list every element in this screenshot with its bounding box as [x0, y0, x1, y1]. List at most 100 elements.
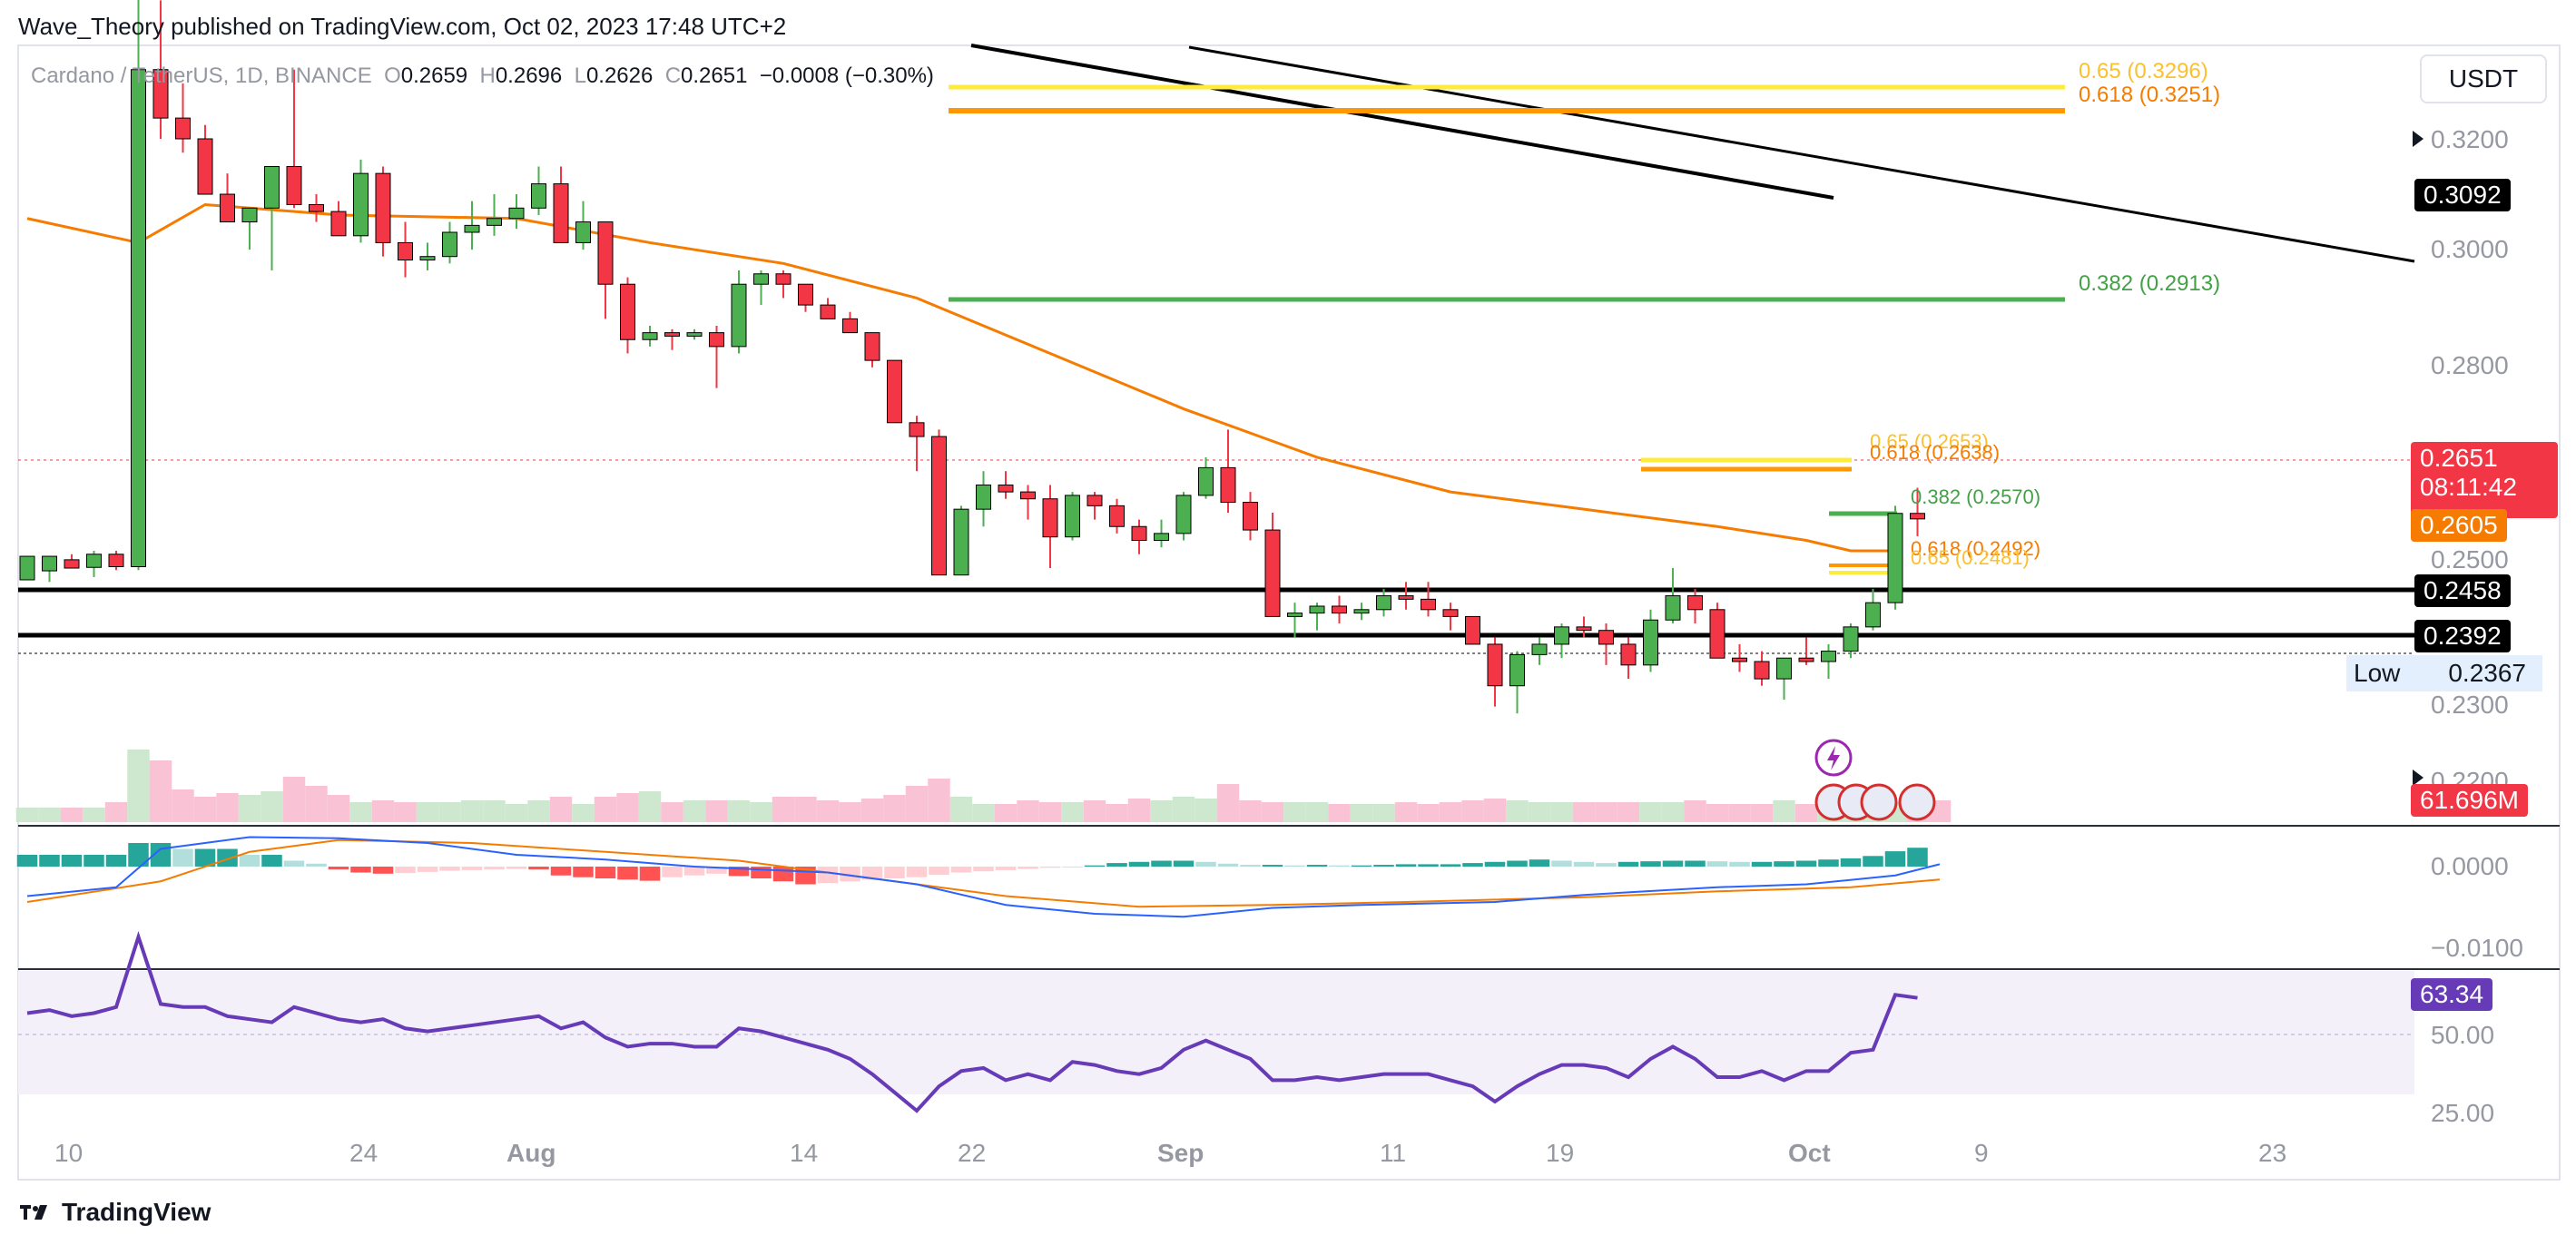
macd-hist-bar	[617, 867, 638, 880]
volume-bar	[1061, 802, 1084, 822]
candle-body	[1487, 643, 1503, 687]
candle-body	[241, 207, 258, 223]
macd-layer	[16, 836, 1941, 918]
candle-body	[131, 69, 146, 567]
candle-body	[686, 332, 703, 337]
x-tick: 24	[349, 1139, 378, 1167]
volume-bar	[1483, 799, 1507, 822]
volume-bar	[1595, 802, 1617, 822]
volume-bar	[638, 791, 662, 822]
us-flag-icon[interactable]	[1898, 783, 1936, 821]
volume-bar	[1038, 802, 1062, 822]
macd-hist-bar	[84, 855, 104, 867]
volume-bar	[505, 804, 528, 822]
fib-0382-top-label: 0.382 (0.2913)	[2079, 271, 2220, 296]
candle-body	[887, 359, 902, 424]
price-tick: 0.2800	[2431, 351, 2509, 379]
candle-body	[398, 241, 413, 261]
candle-body	[1754, 661, 1770, 680]
x-tick: Sep	[1157, 1139, 1204, 1167]
volume-bar	[683, 800, 706, 822]
volume-bar	[1239, 800, 1262, 822]
macd-hist-bar	[61, 855, 83, 867]
volume-bar	[594, 797, 617, 822]
tradingview-logo[interactable]: TradingView	[20, 1198, 211, 1227]
volume-bar	[438, 802, 461, 822]
candle-body	[1332, 605, 1347, 614]
macd-hist-bar	[1863, 856, 1883, 867]
rsi-tick: 25.00	[2431, 1099, 2494, 1127]
macd-hist-bar	[1128, 861, 1150, 867]
macd-tick: 0.0000	[2431, 852, 2509, 880]
candles-layer	[19, 0, 1925, 714]
currency-button[interactable]: USDT	[2420, 54, 2547, 103]
macd-hist-bar	[528, 867, 549, 870]
candle-body	[1465, 615, 1480, 645]
macd-tick: −0.0100	[2431, 934, 2523, 962]
candle-body	[42, 555, 57, 572]
symbol-name[interactable]: Cardano / TetherUS, 1D, BINANCE	[31, 64, 372, 88]
close-label: C	[664, 64, 682, 88]
macd-hist-bar	[906, 867, 928, 877]
x-tick: Oct	[1788, 1139, 1831, 1167]
volume-bar	[928, 779, 950, 822]
macd-hist-bar	[995, 867, 1017, 870]
macd-hist-bar	[573, 867, 594, 877]
volume-bar	[816, 800, 840, 822]
brand-text: TradingView	[62, 1198, 211, 1226]
candle-body	[1442, 609, 1459, 617]
macd-hist-bar	[1373, 865, 1394, 867]
volume-bar	[949, 797, 973, 822]
macd-hist-bar	[1151, 860, 1172, 867]
moving-average-layer	[26, 202, 1895, 553]
axis-marker-icon	[2413, 131, 2424, 147]
candle-body	[1264, 529, 1281, 617]
candle-body	[108, 554, 124, 567]
publish-header: Wave_Theory published on TradingView.com…	[18, 13, 787, 40]
macd-hist-bar	[1884, 851, 1906, 867]
candle-body	[175, 117, 191, 140]
us-flag-icon[interactable]	[1860, 783, 1898, 821]
macd-hist-bar	[728, 867, 750, 877]
volume-bar	[1461, 800, 1484, 822]
volume-bar	[1127, 799, 1151, 822]
volume-bar	[572, 804, 595, 822]
candle-body	[286, 166, 302, 205]
volume-bar	[1506, 800, 1529, 822]
volume-bar	[38, 808, 61, 822]
macd-hist-bar	[1484, 861, 1506, 867]
macd-hist-bar	[929, 867, 949, 876]
volume-bar	[1350, 804, 1373, 822]
rsi-band	[18, 971, 2414, 1094]
fib-0618-low-label: 0.618 (0.2492)	[1911, 537, 2040, 560]
macd-hist-bar	[1217, 863, 1239, 867]
volume-bar	[839, 802, 861, 822]
macd-hist-bar	[1529, 859, 1550, 867]
candle-body	[264, 166, 280, 209]
volume-bar	[1750, 804, 1774, 822]
macd-hist-bar	[706, 867, 727, 874]
candle-body	[1910, 513, 1925, 520]
macd-hist-bar	[1840, 858, 1862, 867]
volume-bar	[1773, 800, 1795, 822]
volume-bar	[460, 800, 484, 822]
price-tick: 0.2500	[2431, 545, 2509, 573]
candle-body	[1309, 605, 1325, 614]
close-value: 0.2651	[681, 64, 748, 88]
candle-body	[775, 273, 791, 285]
macd-hist-bar	[39, 855, 60, 867]
macd-hist-bar	[1084, 865, 1106, 867]
volume-bar	[83, 808, 105, 822]
macd-hist-bar	[194, 848, 216, 867]
candle-body	[1554, 626, 1569, 645]
volume-bar	[261, 791, 283, 822]
candle-body	[1665, 595, 1681, 621]
macd-signal-line	[26, 838, 1941, 908]
macd-hist-bar	[461, 867, 483, 870]
candle-body	[1709, 609, 1726, 659]
candle-body	[1821, 651, 1836, 662]
volume-bar	[15, 808, 39, 822]
rsi-layer	[26, 930, 1918, 1113]
tag-03092: 0.3092	[2414, 179, 2511, 211]
